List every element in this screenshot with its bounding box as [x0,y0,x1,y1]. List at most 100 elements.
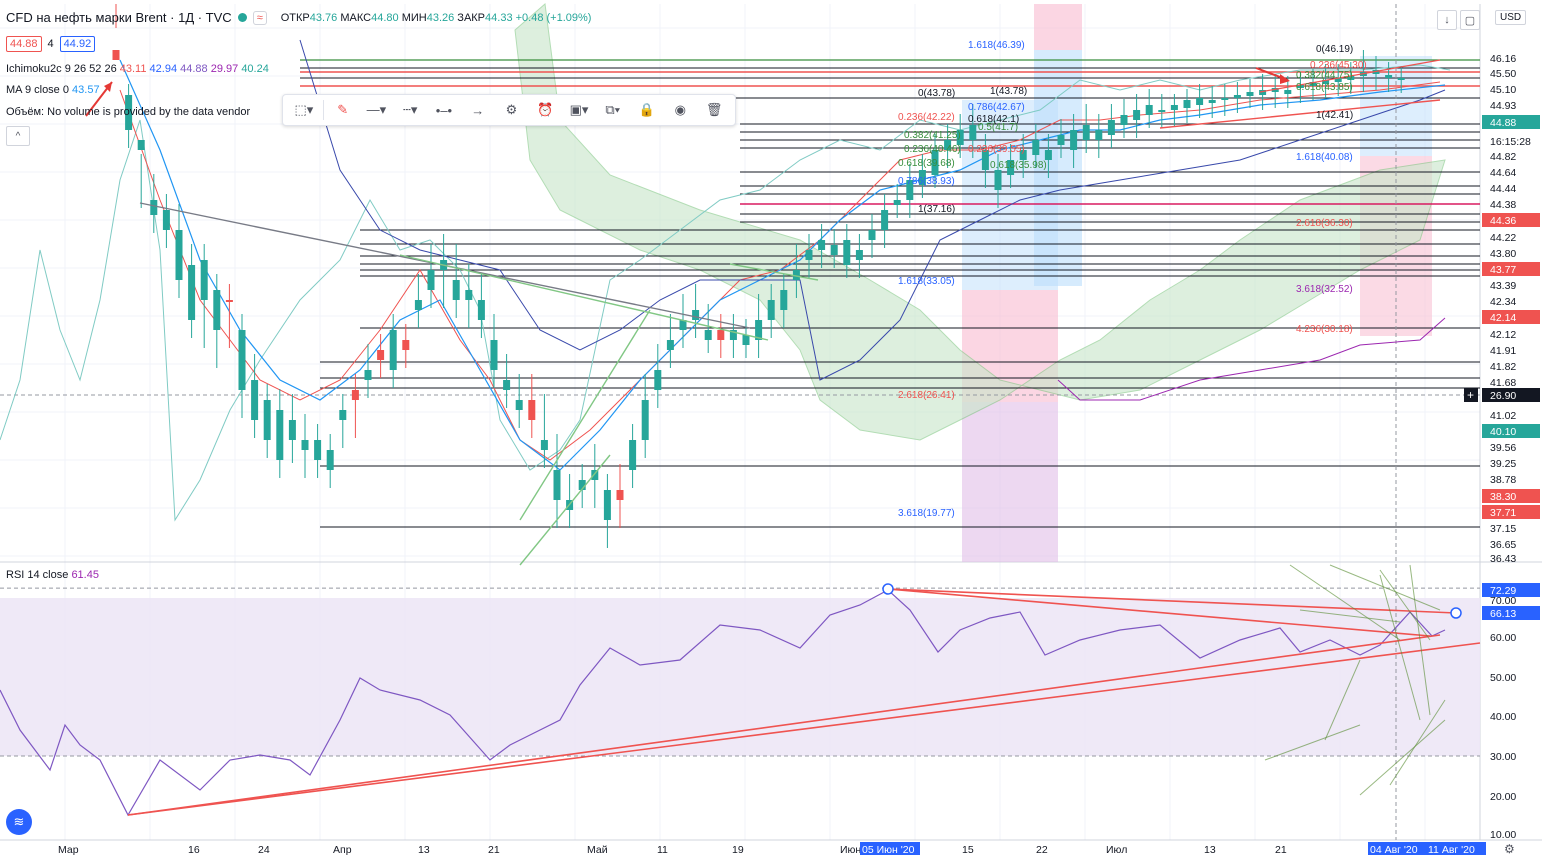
fib-level-label: 0.618(35.98) [990,160,1047,171]
currency-badge[interactable]: USD [1495,10,1527,25]
candle-body [263,400,271,440]
time-axis-label: 22 [1036,844,1048,855]
rsi-scale-label: 20.00 [1490,791,1516,803]
collapse-legend-button[interactable]: ^ [6,126,30,146]
market-status-icon [237,13,247,22]
symbol-title[interactable]: CFD на нефть марки Brent · 1Д · TVC [6,10,232,25]
fib-level-label: 0(46.19) [1316,44,1353,55]
candle-body [251,380,259,420]
candle-body [1208,100,1216,103]
time-axis: Мар 16 24 Апр 13 21 Май 11 19 Июн 05 Июн '20 15 22 Ию… [58,842,1515,855]
fib-level-label: 0.382(41.25) [904,130,961,141]
line-dashed-icon[interactable]: ┄▾ [403,102,418,117]
trend-line [519,454,611,566]
time-axis-label: 11 [657,844,668,855]
lock-icon[interactable]: 🔒 [638,102,655,117]
plus-icon: + [1467,388,1474,402]
candle-body [200,260,208,300]
clone-icon[interactable]: ⧉▾ [605,102,621,117]
candle-body [238,330,246,390]
rsi-legend[interactable]: RSI 14 close 61.45 [6,569,99,581]
price-scale-label: 39.56 [1490,442,1516,454]
price-tag [1482,375,1540,389]
trend-line [399,254,769,341]
template-icon[interactable]: ▣▾ [569,102,589,117]
rsi-scale-label: 10.00 [1490,829,1516,841]
time-tag [860,842,920,855]
candle-body [729,330,737,340]
fib-zone [1360,56,1432,156]
settings-icon[interactable]: ⚙ [505,102,518,117]
pencil-icon[interactable]: ✎ [337,102,349,117]
fib-level-label: 0.382(44.75) [1296,70,1353,81]
ichimoku-legend[interactable]: Ichimoku2c 9 26 52 26 43.11 42.94 44.88 … [6,63,269,75]
candle-body [528,400,536,420]
trend-line [729,263,819,281]
fib-level-label: 0.786(42.67) [968,102,1025,113]
visibility-icon[interactable]: ◉ [674,102,686,117]
candle-body [1372,70,1380,74]
rsi-trend-line [887,588,1457,614]
rsi-scale-label: 40.00 [1490,711,1516,723]
price-tag [1482,310,1540,324]
candle-body [162,210,170,230]
price-scale-label: 44.82 [1490,151,1516,163]
fib-level-label: 0.618(42.1) [968,114,1019,125]
fib-level-label: 1(43.78) [990,86,1027,97]
fib-level-label: 1(42.41) [1316,110,1353,121]
fib-level-label: 2.618(26.41) [898,390,955,401]
candle-body [931,150,939,175]
rsi-scale-label: 50.00 [1490,672,1516,684]
candle-body [591,470,599,480]
add-alert-icon[interactable]: ⏰ [537,102,554,117]
candle-body [767,300,775,320]
candle-body [1196,98,1204,105]
delete-icon[interactable]: 🗑 [705,102,723,117]
fib-level-label: 1.618(33.05) [898,276,955,287]
ma-9 [119,59,1446,471]
candle-body [818,240,826,250]
candle-body [175,230,183,280]
candle-body [1057,135,1065,145]
price-scale-label: 26.90 [1490,390,1516,402]
time-tag [1368,842,1428,855]
candle-body [1070,130,1078,150]
candle-body [629,440,637,470]
candle-body [1347,76,1355,80]
arrow-down-icon[interactable]: ↓ [1437,10,1457,30]
candle-body [1170,105,1178,110]
time-axis-label: Июн [840,844,861,855]
ma-legend[interactable]: MA 9 close 0 43.57 [6,84,100,96]
price-scale-label: 42.12 [1490,329,1516,341]
ask-price[interactable]: 44.92 [59,36,96,52]
compare-toggle-icon[interactable]: ≈ [252,10,267,25]
arrow-head-icon [1280,74,1290,84]
price-scale-label: 44.22 [1490,232,1516,244]
candle-body [225,300,233,302]
select-icon[interactable]: ⬚▾ [294,102,314,117]
maximize-icon[interactable]: ▢ [1460,10,1480,30]
gann-fan-line [1324,659,1361,741]
line-style-icon[interactable]: —▾ [366,102,387,117]
fib-level-label: 0.786(38.93) [898,176,955,187]
gann-fan-line [1379,569,1431,641]
fib-level-label: 1.618(40.08) [1296,152,1353,163]
line-arrow-icon[interactable]: → [471,102,485,118]
candle-body [1145,105,1153,115]
price-scale-label: 45.10 [1490,84,1516,96]
candle-body [792,270,800,280]
bid-price[interactable]: 44.88 [6,36,42,52]
price-scale-label: 37.15 [1490,523,1516,535]
line-dotted-icon[interactable]: •–• [435,102,453,118]
candle-body [868,230,876,240]
fib-level-label: 3.618(32.52) [1296,284,1353,295]
price-scale-label: 40.10 [1490,426,1516,438]
candle-body [1082,125,1090,140]
price-scale-label: 43.80 [1490,248,1516,260]
candle-body [125,95,133,130]
tradingview-logo-icon[interactable]: ≋ [6,809,32,835]
candle-body [112,50,120,60]
candle-body [881,210,889,230]
